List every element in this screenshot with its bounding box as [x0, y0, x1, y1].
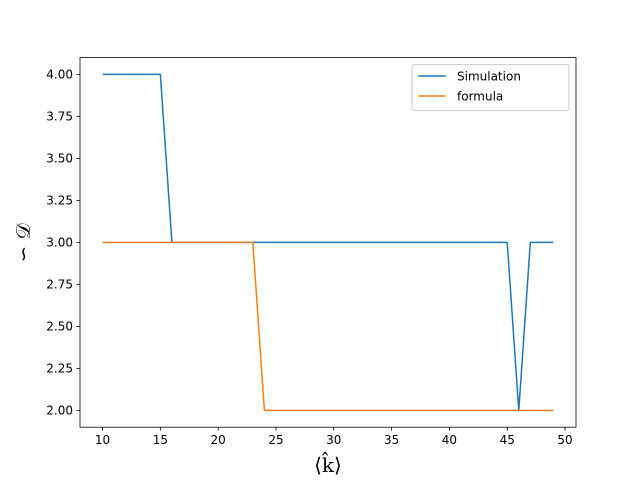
- x-tick-label: 15: [153, 433, 168, 447]
- y-axis-label: ∽ 𝒟: [11, 223, 35, 262]
- x-tick-label: 45: [500, 433, 515, 447]
- legend-label-simulation: Simulation: [457, 70, 521, 84]
- y-tick-label: 2.50: [46, 320, 73, 334]
- legend: Simulation formula: [411, 64, 570, 112]
- series-line-formula: [102, 241, 554, 412]
- x-tick-label: 40: [442, 433, 457, 447]
- x-tick-label: 50: [557, 433, 572, 447]
- x-tick-label: 30: [326, 433, 341, 447]
- x-tick-label: 35: [384, 433, 399, 447]
- y-tick-label: 2.25: [46, 362, 73, 376]
- legend-label-formula: formula: [457, 90, 503, 104]
- y-tick-label: 4.00: [46, 68, 73, 82]
- y-tick-label: 3.00: [46, 236, 73, 250]
- y-axis-ticks: 2.00 2.25 2.50 2.75 3.00 3.25 3.50 3.75 4.00: [46, 68, 80, 418]
- y-tick-label: 3.25: [46, 194, 73, 208]
- y-tick-label: 2.00: [46, 404, 73, 418]
- x-tick-label: 20: [211, 433, 226, 447]
- y-tick-label: 3.50: [46, 152, 73, 166]
- y-tick-label: 2.75: [46, 278, 73, 292]
- x-tick-label: 10: [95, 433, 110, 447]
- y-tick-label: 3.75: [46, 110, 73, 124]
- legend-box: [411, 64, 570, 112]
- x-axis-ticks: 10 15 20 25 30 35 40 45 50: [95, 427, 573, 447]
- x-axis-label: ⟨k̂⟩: [314, 451, 342, 477]
- series-line-simulation: [102, 73, 554, 412]
- series-layer: [102, 73, 554, 412]
- x-tick-label: 25: [268, 433, 283, 447]
